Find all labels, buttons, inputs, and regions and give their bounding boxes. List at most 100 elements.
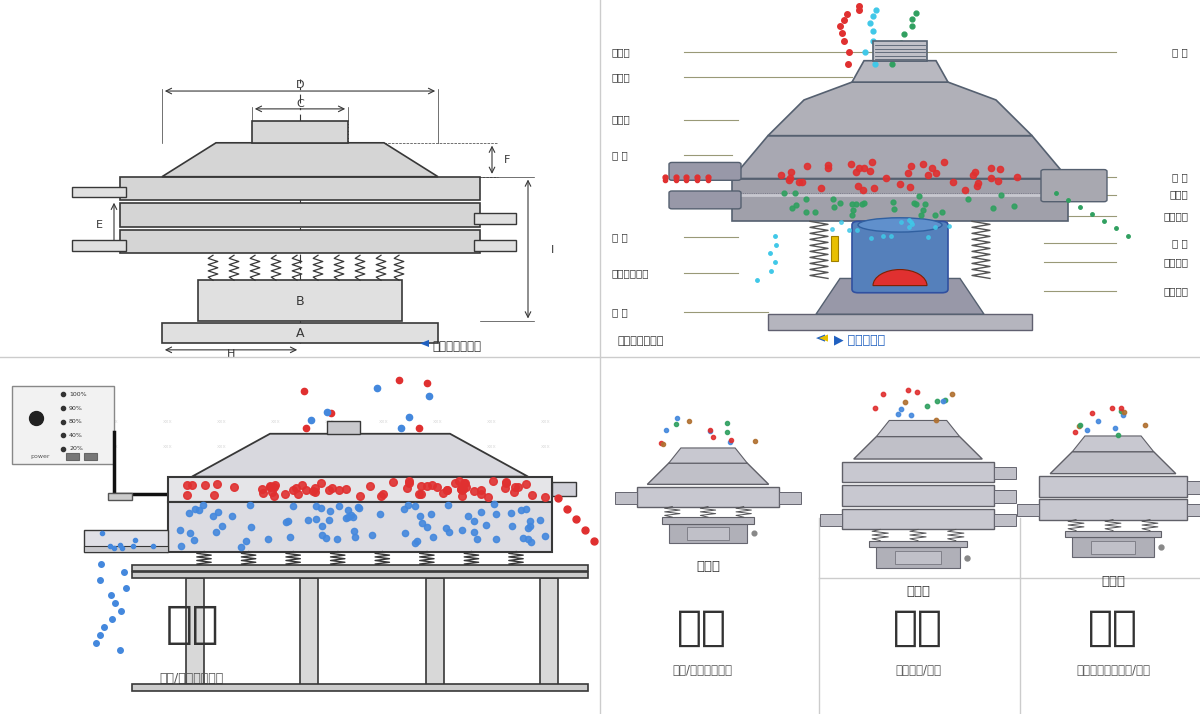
Text: xxx: xxx bbox=[379, 443, 389, 449]
Bar bbox=[994, 514, 1016, 526]
Text: xxx: xxx bbox=[217, 418, 227, 424]
Bar bbox=[474, 213, 516, 224]
FancyBboxPatch shape bbox=[1042, 170, 1108, 202]
Text: 下部重锤: 下部重锤 bbox=[1163, 286, 1188, 296]
Text: 颗粒/粉末准确分级: 颗粒/粉末准确分级 bbox=[672, 664, 732, 677]
Text: 出料口: 出料口 bbox=[612, 114, 631, 125]
Bar bbox=[84, 546, 168, 551]
Bar bbox=[300, 578, 318, 685]
Bar bbox=[72, 240, 126, 251]
Text: C: C bbox=[296, 99, 304, 109]
Bar bbox=[1016, 504, 1039, 516]
Bar bbox=[1091, 540, 1135, 554]
Bar bbox=[326, 421, 360, 433]
Bar bbox=[994, 491, 1016, 503]
Text: 20%: 20% bbox=[70, 446, 83, 451]
Bar bbox=[162, 323, 438, 343]
Bar bbox=[132, 565, 588, 571]
Bar bbox=[120, 230, 480, 253]
Text: A: A bbox=[295, 326, 305, 340]
Text: 筛 盘: 筛 盘 bbox=[1172, 238, 1188, 248]
Bar bbox=[686, 527, 730, 540]
Text: xxx: xxx bbox=[55, 443, 65, 449]
Text: 分级: 分级 bbox=[677, 607, 727, 649]
Text: xxx: xxx bbox=[487, 418, 497, 424]
Text: 三层式: 三层式 bbox=[906, 585, 930, 598]
Text: 弹 簧: 弹 簧 bbox=[612, 232, 628, 243]
Text: 双层式: 双层式 bbox=[1102, 575, 1126, 588]
Text: xxx: xxx bbox=[271, 418, 281, 424]
Bar bbox=[874, 41, 928, 61]
Polygon shape bbox=[768, 82, 1032, 136]
Bar bbox=[132, 684, 588, 691]
Text: 筛 网: 筛 网 bbox=[1172, 46, 1188, 57]
Polygon shape bbox=[853, 436, 983, 459]
Bar bbox=[661, 517, 755, 523]
Polygon shape bbox=[876, 421, 960, 436]
Bar bbox=[72, 187, 126, 198]
Polygon shape bbox=[1050, 452, 1176, 473]
Text: 40%: 40% bbox=[70, 433, 83, 438]
Text: 分级: 分级 bbox=[166, 603, 218, 646]
FancyBboxPatch shape bbox=[852, 221, 948, 293]
Polygon shape bbox=[420, 340, 430, 347]
Text: 运输固定螺栓: 运输固定螺栓 bbox=[612, 268, 649, 278]
Text: xxx: xxx bbox=[433, 443, 443, 449]
Text: 外形尺寸示意图: 外形尺寸示意图 bbox=[432, 340, 481, 353]
Text: 机 座: 机 座 bbox=[612, 307, 628, 318]
Bar bbox=[168, 501, 552, 551]
Bar bbox=[1039, 499, 1187, 520]
Bar bbox=[66, 453, 79, 460]
Polygon shape bbox=[816, 334, 826, 342]
Text: 去除液体中的颗粒/异物: 去除液体中的颗粒/异物 bbox=[1076, 664, 1150, 677]
Text: xxx: xxx bbox=[325, 443, 335, 449]
Polygon shape bbox=[732, 178, 1068, 221]
Bar bbox=[426, 578, 444, 685]
Text: 防尘盖: 防尘盖 bbox=[612, 71, 631, 82]
Polygon shape bbox=[192, 433, 528, 477]
Bar bbox=[1073, 537, 1153, 557]
Text: 上部重锤: 上部重锤 bbox=[1163, 211, 1188, 221]
Text: xxx: xxx bbox=[325, 418, 335, 424]
Polygon shape bbox=[647, 463, 769, 484]
Bar bbox=[552, 482, 576, 496]
Bar bbox=[186, 578, 204, 685]
Bar bbox=[820, 514, 842, 526]
Bar bbox=[869, 540, 967, 548]
Bar bbox=[637, 487, 780, 506]
Text: 过滤: 过滤 bbox=[893, 607, 943, 649]
Polygon shape bbox=[732, 136, 1068, 178]
Text: 除杂: 除杂 bbox=[1088, 607, 1138, 649]
Bar bbox=[1039, 476, 1187, 497]
Text: xxx: xxx bbox=[217, 443, 227, 449]
Text: D: D bbox=[295, 80, 305, 90]
Text: xxx: xxx bbox=[379, 418, 389, 424]
Bar bbox=[132, 572, 588, 578]
Bar bbox=[168, 477, 552, 501]
Bar bbox=[1187, 481, 1200, 493]
Text: 90%: 90% bbox=[70, 406, 83, 411]
Text: xxx: xxx bbox=[487, 443, 497, 449]
Bar bbox=[540, 578, 558, 685]
Polygon shape bbox=[818, 334, 828, 342]
FancyBboxPatch shape bbox=[670, 162, 742, 180]
Text: xxx: xxx bbox=[55, 418, 65, 424]
FancyBboxPatch shape bbox=[670, 191, 742, 208]
Bar bbox=[84, 453, 97, 460]
Text: 去除异物/结块: 去除异物/结块 bbox=[895, 664, 941, 677]
Bar bbox=[198, 280, 402, 321]
Text: F: F bbox=[504, 154, 510, 165]
Text: xxx: xxx bbox=[163, 418, 173, 424]
Text: E: E bbox=[96, 220, 102, 230]
Bar bbox=[842, 461, 994, 483]
Polygon shape bbox=[668, 448, 748, 463]
Text: ▶ 结构示意图: ▶ 结构示意图 bbox=[834, 334, 886, 348]
Bar bbox=[12, 386, 114, 464]
Text: 外形尺寸示意图: 外形尺寸示意图 bbox=[618, 336, 665, 346]
Polygon shape bbox=[162, 143, 438, 177]
Text: 100%: 100% bbox=[70, 392, 86, 397]
Bar bbox=[842, 485, 994, 506]
Text: xxx: xxx bbox=[541, 418, 551, 424]
Bar bbox=[668, 523, 748, 543]
Text: 束 环: 束 环 bbox=[612, 150, 628, 161]
